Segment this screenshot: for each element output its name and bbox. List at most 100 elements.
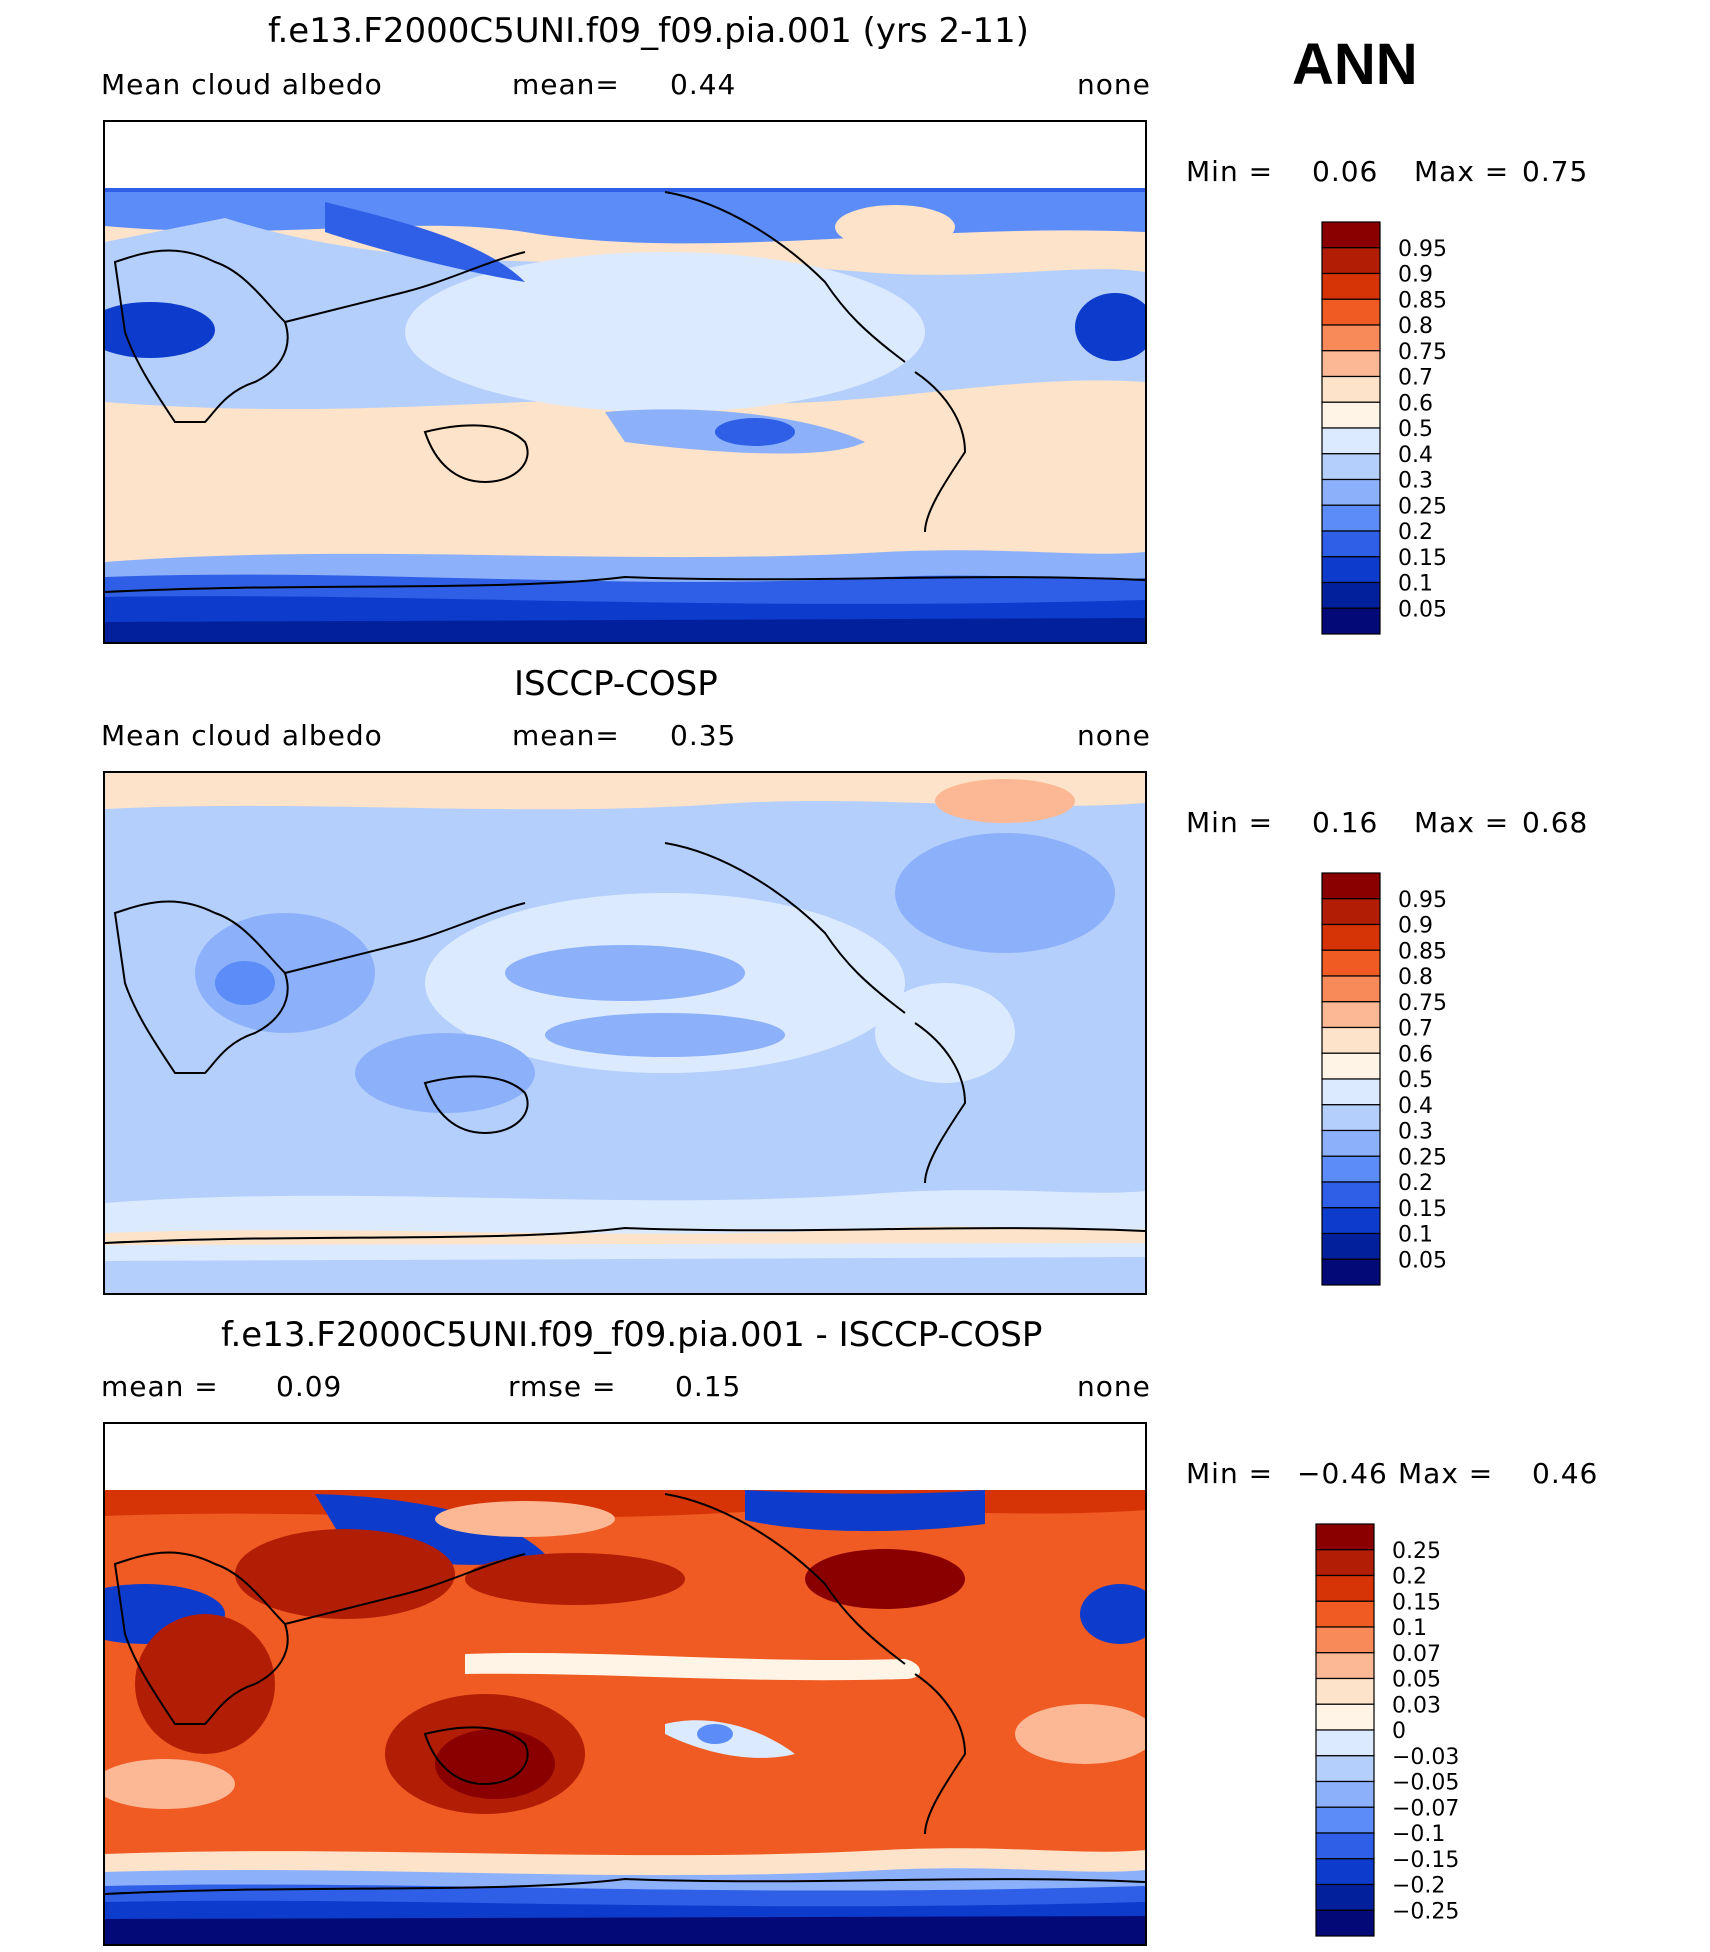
panel-2-mean-label: mean= [512,719,620,752]
colorbar-swatch [1315,1883,1375,1911]
colorbar-tick-label: 0.7 [1398,1017,1433,1042]
panel-3-title: f.e13.F2000C5UNI.f09_f09.pia.001 - ISCCP… [221,1315,1043,1355]
panel-3-colorbar-svg: 0.250.20.150.10.070.050.030−0.03−0.05−0.… [1315,1523,1459,1937]
colorbar-tick-label: 0.75 [1398,340,1447,365]
colorbar-swatch [1321,1232,1381,1260]
panel-2-min-value: 0.16 [1312,806,1379,839]
colorbar-swatch [1315,1729,1375,1757]
panel-3-rmse-value: 0.15 [675,1370,742,1403]
colorbar-swatch [1321,504,1381,532]
panel-3-max-value: 0.46 [1532,1457,1599,1490]
panel-1-mean-label: mean= [512,68,620,101]
colorbar-tick-label: 0.85 [1398,939,1447,964]
panel-3-colorbar: 0.25 0.2 0.15 0.1 0.07 0.05 0.03 0 −0.03 −0.05 −0.… [1314,1522,1484,1938]
colorbar-tick-label: 0.05 [1398,1248,1447,1273]
panel-2-title: ISCCP-COSP [514,664,718,704]
panel-3-mean-value: 0.09 [276,1370,343,1403]
colorbar-tick-label: 0.25 [1398,494,1447,519]
panel-2-variable-label: Mean cloud albedo [101,719,383,752]
panel-2-map [103,771,1147,1295]
colorbar-tick-label: −0.1 [1392,1822,1445,1847]
colorbar-tick-label: 0 [1392,1719,1406,1744]
colorbar-swatch [1321,530,1381,558]
colorbar-tick-label: 0.4 [1398,443,1433,468]
colorbar-swatch [1321,1078,1381,1106]
panel-1-max-value: 0.75 [1522,155,1589,188]
colorbar-tick-label: 0.25 [1392,1539,1441,1564]
colorbar-tick-label: −0.03 [1392,1745,1459,1770]
colorbar-swatch [1321,375,1381,403]
season-label: ANN [1292,32,1418,97]
colorbar-swatch [1315,1677,1375,1705]
colorbar-swatch [1315,1755,1375,1783]
panel-2-colorbar: 0.95 0.9 0.85 0.8 0.75 0.7 0.6 0.5 0.4 0.3 0.25 0.2… [1320,871,1490,1287]
colorbar-swatch [1321,1026,1381,1054]
colorbar-tick-label: 0.2 [1398,1171,1433,1196]
colorbar-swatch [1321,581,1381,609]
colorbar-swatch [1321,1104,1381,1132]
colorbar-swatch [1321,1207,1381,1235]
colorbar-swatch [1315,1909,1375,1937]
panel-3-max-label: Max = [1398,1457,1494,1490]
colorbar-swatch [1321,401,1381,429]
panel-3-min-label: Min = [1186,1457,1274,1490]
colorbar-swatch [1315,1806,1375,1834]
colorbar-swatch [1321,272,1381,300]
colorbar-tick-label: 0.25 [1398,1145,1447,1170]
colorbar-tick-label: 0.15 [1398,1197,1447,1222]
colorbar-tick-label: 0.95 [1398,888,1447,913]
colorbar-tick-label: 0.8 [1398,314,1433,339]
panel-3-units-label: none [1077,1370,1151,1403]
colorbar-swatch [1315,1832,1375,1860]
colorbar-swatch [1321,1181,1381,1209]
colorbar-swatch [1321,221,1381,249]
colorbar-tick-label: 0.05 [1392,1668,1441,1693]
colorbar-tick-label: 0.1 [1398,1223,1433,1248]
panel-2-min-label: Min = [1186,806,1274,839]
colorbar-swatch [1321,975,1381,1003]
panel-1-max-label: Max = [1414,155,1510,188]
colorbar-tick-label: 0.1 [1392,1616,1427,1641]
panel-2-mean-value: 0.35 [670,719,737,752]
panel-1-mean-value: 0.44 [670,68,737,101]
colorbar-tick-label: 0.1 [1398,572,1433,597]
colorbar-swatch [1321,949,1381,977]
colorbar-swatch [1321,872,1381,900]
panel-1-map [103,120,1147,644]
colorbar-swatch [1315,1574,1375,1602]
colorbar-tick-label: 0.95 [1398,237,1447,262]
colorbar-tick-label: 0.15 [1392,1590,1441,1615]
panel-1-colorbar: 0.95 0.9 0.85 0.8 0.75 0.7 0.6 0.5 0.4 0.3 0.25 0.2… [1320,220,1490,636]
colorbar-tick-label: −0.07 [1392,1796,1459,1821]
colorbar-swatch [1315,1652,1375,1680]
colorbar-swatch [1315,1703,1375,1731]
panel-1-min-value: 0.06 [1312,155,1379,188]
colorbar-swatch [1321,478,1381,506]
colorbar-swatch [1321,898,1381,926]
panel-1-units-label: none [1077,68,1151,101]
panel-1-title: f.e13.F2000C5UNI.f09_f09.pia.001 (yrs 2-… [268,11,1029,51]
panel-3-rmse-label: rmse = [508,1370,617,1403]
panel-1-colorbar-svg: 0.950.90.850.80.750.70.60.50.40.30.250.2… [1321,221,1447,635]
colorbar-tick-label: 0.7 [1398,366,1433,391]
panel-3-map [103,1422,1147,1946]
colorbar-swatch [1321,1258,1381,1286]
colorbar-tick-label: 0.6 [1398,391,1433,416]
panel-3-mean-label: mean = [101,1370,219,1403]
colorbar-tick-label: 0.9 [1398,263,1433,288]
panel-1-variable-label: Mean cloud albedo [101,68,383,101]
colorbar-swatch [1321,1129,1381,1157]
colorbar-tick-label: 0.8 [1398,965,1433,990]
panel-3-min-value: −0.46 [1297,1457,1388,1490]
colorbar-swatch [1315,1523,1375,1551]
colorbar-swatch [1321,453,1381,481]
colorbar-tick-label: 0.05 [1398,597,1447,622]
colorbar-tick-label: 0.3 [1398,469,1433,494]
colorbar-swatch [1321,1155,1381,1183]
colorbar-tick-label: 0.03 [1392,1693,1441,1718]
panel-2-max-label: Max = [1414,806,1510,839]
panel-2-max-value: 0.68 [1522,806,1589,839]
colorbar-tick-label: 0.15 [1398,546,1447,571]
colorbar-tick-label: −0.05 [1392,1771,1459,1796]
colorbar-tick-label: 0.5 [1398,1068,1433,1093]
